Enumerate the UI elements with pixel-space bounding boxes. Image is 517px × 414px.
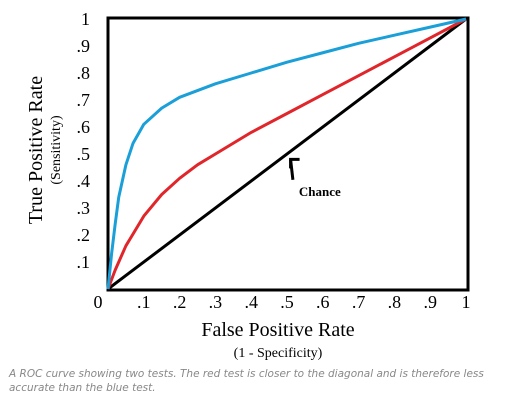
y-tick-label: .7	[77, 90, 91, 110]
y-tick-label: .5	[77, 144, 91, 164]
y-axis-subtitle: (Sensitivity)	[49, 115, 64, 185]
y-tick-label: .9	[77, 36, 91, 56]
x-tick-label: .8	[388, 292, 402, 312]
y-tick-label: .6	[77, 117, 91, 137]
roc-chart: 0.1.2.3.4.5.6.7.8.9 1 .1.2.3.4.5.6.7.8.91…	[25, 9, 471, 361]
x-tick-label: .9	[423, 292, 437, 312]
y-tick-label: .2	[77, 225, 91, 245]
y-tick-label: .3	[77, 198, 91, 218]
y-tick-label: .1	[77, 252, 91, 272]
x-tick-label: .7	[352, 292, 366, 312]
x-tick-label: 1	[462, 292, 471, 312]
y-axis-title: True Positive Rate	[25, 76, 47, 224]
series-line-0	[106, 17, 467, 290]
y-tick-labels: .1 .2 .3 .4 .5 .6 .7 .8 .9 1	[77, 9, 91, 272]
x-tick-labels: 0 .1 .2 .3 .4 .5 .6 .7 .8 .9 1	[94, 292, 471, 312]
x-axis-title: False Positive Rate	[201, 319, 354, 341]
y-tick-label: .4	[77, 171, 91, 191]
figure-caption: A ROC curve showing two tests. The red t…	[9, 368, 484, 394]
x-tick-label: .5	[280, 292, 294, 312]
y-tick-label: .8	[77, 63, 91, 83]
annotation-arrow-head	[289, 157, 300, 169]
x-tick-label: .1	[137, 292, 151, 312]
curves-layer	[106, 17, 467, 291]
x-tick-label: .2	[173, 292, 187, 312]
x-axis-subtitle: (1 - Specificity)	[234, 346, 323, 361]
annotation-label: Chance	[299, 184, 341, 199]
series-line-1	[106, 17, 467, 290]
x-tick-label: .3	[209, 292, 223, 312]
y-tick-label: 1	[81, 9, 90, 29]
x-tick-label: .4	[244, 292, 258, 312]
series-line-2	[107, 17, 467, 291]
x-tick-label: .6	[316, 292, 330, 312]
annotation-layer: Chance	[289, 157, 341, 199]
x-tick-label: 0	[94, 292, 103, 312]
